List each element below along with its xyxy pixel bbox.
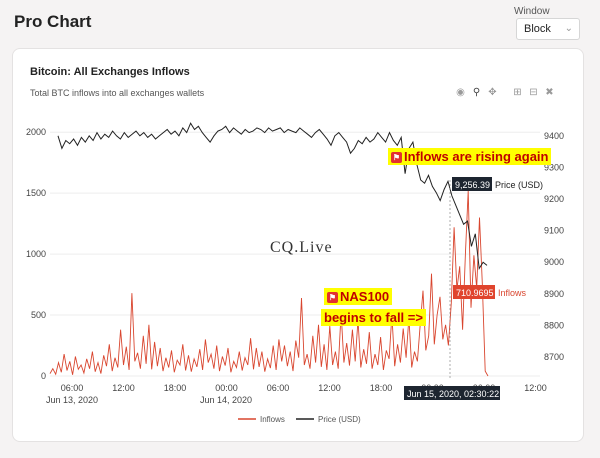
zoom-out-icon[interactable]: ⊟ <box>529 87 538 98</box>
y-right-tick-label: 8900 <box>544 289 564 299</box>
annotation-nas100-line1: ⚑ NAS100 <box>324 288 393 305</box>
legend-inflows[interactable]: Inflows <box>260 415 285 424</box>
price-tooltip: 9,256.39 Price (USD) <box>452 177 543 191</box>
watermark: CQ.Live <box>270 239 333 256</box>
flag-icon: ⚑ <box>327 292 338 304</box>
window-select[interactable]: Block ⌄ <box>516 18 580 40</box>
x-tick-label: 00:00 <box>215 383 238 393</box>
y-left-tick-label: 1500 <box>26 188 46 198</box>
flag-icon: ⚑ <box>391 152 402 164</box>
y-right-tick-label: 9000 <box>544 257 564 267</box>
y-right-tick-label: 8700 <box>544 352 564 362</box>
window-label: Window <box>514 6 550 17</box>
chart-toolbar: ◉ ⚲ ✥ ⊞ ⊟ ✖ <box>454 86 556 100</box>
zoom-icon[interactable]: ⚲ <box>472 87 481 98</box>
x-tick-label: 06:00 <box>267 383 290 393</box>
x-tick-label: 12:00 <box>112 383 135 393</box>
x-tick-label: 18:00 <box>370 383 393 393</box>
reset-axes-icon[interactable]: ✖ <box>545 87 554 98</box>
y-left-tick-label: 500 <box>31 310 46 320</box>
x-tick-label: 06:00 <box>61 383 84 393</box>
cursor-time-text: Jun 15, 2020, 02:30:22 <box>407 389 499 399</box>
y-right-tick-label: 9300 <box>544 162 564 172</box>
y-right-tick-label: 9400 <box>544 131 564 141</box>
y-right-tick-label: 9100 <box>544 226 564 236</box>
x-tick-label: 12:00 <box>524 383 547 393</box>
inflows-series-line <box>49 190 489 377</box>
window-select-value: Block <box>524 23 551 35</box>
cursor-time-label: Jun 15, 2020, 02:30:22 <box>404 386 500 400</box>
y-left-tick-label: 1000 <box>26 249 46 259</box>
y-right-tick-label: 8800 <box>544 320 564 330</box>
x-date-label: Jun 14, 2020 <box>200 395 252 405</box>
annotation-inflows-rising: ⚑ Inflows are rising again <box>388 148 552 165</box>
annotation-nas100-line2: begins to fall => <box>321 309 426 326</box>
y-right-tick-label: 9200 <box>544 194 564 204</box>
page-title: Pro Chart <box>14 12 92 31</box>
pan-icon[interactable]: ✥ <box>488 87 497 98</box>
chart-subtitle: Total BTC inflows into all exchanges wal… <box>30 88 205 98</box>
x-tick-label: 12:00 <box>318 383 341 393</box>
inflow-tooltip-name: Inflows <box>498 288 527 298</box>
zoom-in-icon[interactable]: ⊞ <box>513 87 522 98</box>
chart-title: Bitcoin: All Exchanges Inflows <box>30 66 190 78</box>
legend-price[interactable]: Price (USD) <box>318 415 361 424</box>
chevron-down-icon: ⌄ <box>564 23 573 34</box>
legend: Inflows Price (USD) <box>238 415 361 424</box>
y-left-tick-label: 2000 <box>26 127 46 137</box>
camera-icon[interactable]: ◉ <box>456 87 465 98</box>
price-tooltip-name: Price (USD) <box>495 180 543 190</box>
x-date-label: Jun 13, 2020 <box>46 395 98 405</box>
y-left-tick-label: 0 <box>41 371 46 381</box>
x-tick-label: 18:00 <box>164 383 187 393</box>
inflow-tooltip-value: 710.9695 <box>456 288 494 298</box>
price-tooltip-value: 9,256.39 <box>455 180 490 190</box>
inflow-tooltip: 710.9695 Inflows <box>453 285 527 299</box>
